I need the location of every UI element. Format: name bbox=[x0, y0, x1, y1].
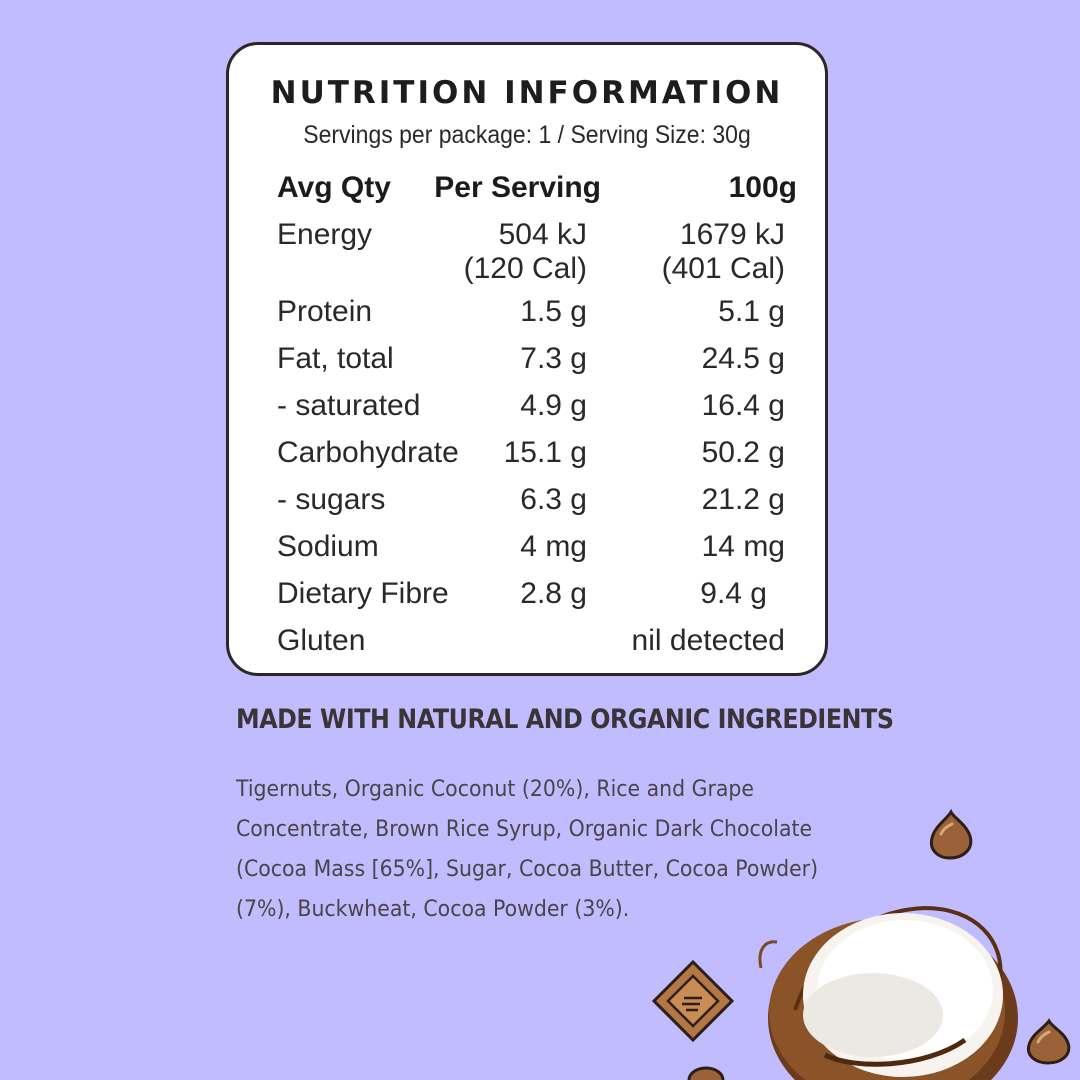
table-row: - sugars 6.3 g 21.2 g bbox=[229, 483, 825, 523]
coconut-half-icon bbox=[758, 905, 1018, 1080]
ingredients-heading: MADE WITH NATURAL AND ORGANIC INGREDIENT… bbox=[236, 704, 894, 735]
table-row: Fat, total 7.3 g 24.5 g bbox=[229, 342, 825, 382]
per-100g-value: 50.2 g bbox=[701, 436, 785, 469]
chocolate-chip-icon bbox=[687, 1066, 725, 1080]
table-row: - saturated 4.9 g 16.4 g bbox=[229, 389, 825, 429]
nutrient-label: Carbohydrate bbox=[277, 436, 459, 469]
per-serving-value: 15.1 g bbox=[503, 436, 587, 469]
per-100g-value: 1679 kJ (401 Cal) bbox=[661, 218, 785, 285]
nutrient-label: Dietary Fibre bbox=[277, 577, 449, 610]
per-serving-value: 1.5 g bbox=[520, 295, 587, 328]
per-100g-value: nil detected bbox=[631, 624, 785, 657]
table-row: Protein 1.5 g 5.1 g bbox=[229, 295, 825, 335]
serving-info: Servings per package: 1 / Serving Size: … bbox=[303, 121, 751, 149]
table-row: Sodium 4 mg 14 mg bbox=[229, 530, 825, 570]
table-row-energy: Energy 504 kJ (120 Cal) 1679 kJ (401 Cal… bbox=[229, 218, 825, 288]
nutrition-title: NUTRITION INFORMATION bbox=[270, 75, 784, 111]
per-100g-value: 14 mg bbox=[701, 530, 785, 563]
table-header: Avg Qty Per Serving 100g bbox=[229, 171, 825, 211]
ingredients-text: Tigernuts, Organic Coconut (20%), Rice a… bbox=[236, 777, 819, 922]
chocolate-chip-icon bbox=[929, 808, 973, 860]
per-100g-value: 21.2 g bbox=[701, 483, 785, 516]
per-serving-value: 4.9 g bbox=[520, 389, 587, 422]
nutrient-label: Energy bbox=[277, 218, 373, 251]
chocolate-chip-icon bbox=[1026, 1018, 1071, 1065]
table-row: Carbohydrate 15.1 g 50.2 g bbox=[229, 436, 825, 476]
per-serving-value: 504 kJ (120 Cal) bbox=[463, 218, 587, 285]
per-serving-value: 6.3 g bbox=[520, 483, 587, 516]
per-100g-value: 24.5 g bbox=[701, 342, 785, 375]
nutrient-label: Protein bbox=[277, 295, 373, 328]
per-serving-value: 4 mg bbox=[520, 530, 587, 563]
nutrient-label: Sodium bbox=[277, 530, 379, 563]
per-serving-value: 7.3 g bbox=[520, 342, 587, 375]
table-row: Dietary Fibre 2.8 g 9.4 g bbox=[229, 577, 825, 617]
nutrient-label: Fat, total bbox=[277, 342, 394, 375]
per-100g-value: 9.4 g bbox=[700, 577, 767, 610]
nutrient-label: Gluten bbox=[277, 624, 366, 657]
header-avg-qty: Avg Qty bbox=[277, 171, 391, 204]
table-row: Gluten nil detected bbox=[229, 624, 825, 664]
per-serving-value: 2.8 g bbox=[520, 577, 587, 610]
nutrient-label: - sugars bbox=[277, 483, 386, 516]
chocolate-chunk-icon bbox=[651, 959, 735, 1043]
header-100g: 100g bbox=[728, 171, 797, 204]
header-per-serving: Per Serving bbox=[434, 171, 601, 204]
per-100g-value: 5.1 g bbox=[718, 295, 785, 328]
nutrient-label: - saturated bbox=[277, 389, 421, 422]
per-100g-value: 16.4 g bbox=[701, 389, 785, 422]
nutrition-panel: NUTRITION INFORMATION Servings per packa… bbox=[226, 42, 828, 676]
